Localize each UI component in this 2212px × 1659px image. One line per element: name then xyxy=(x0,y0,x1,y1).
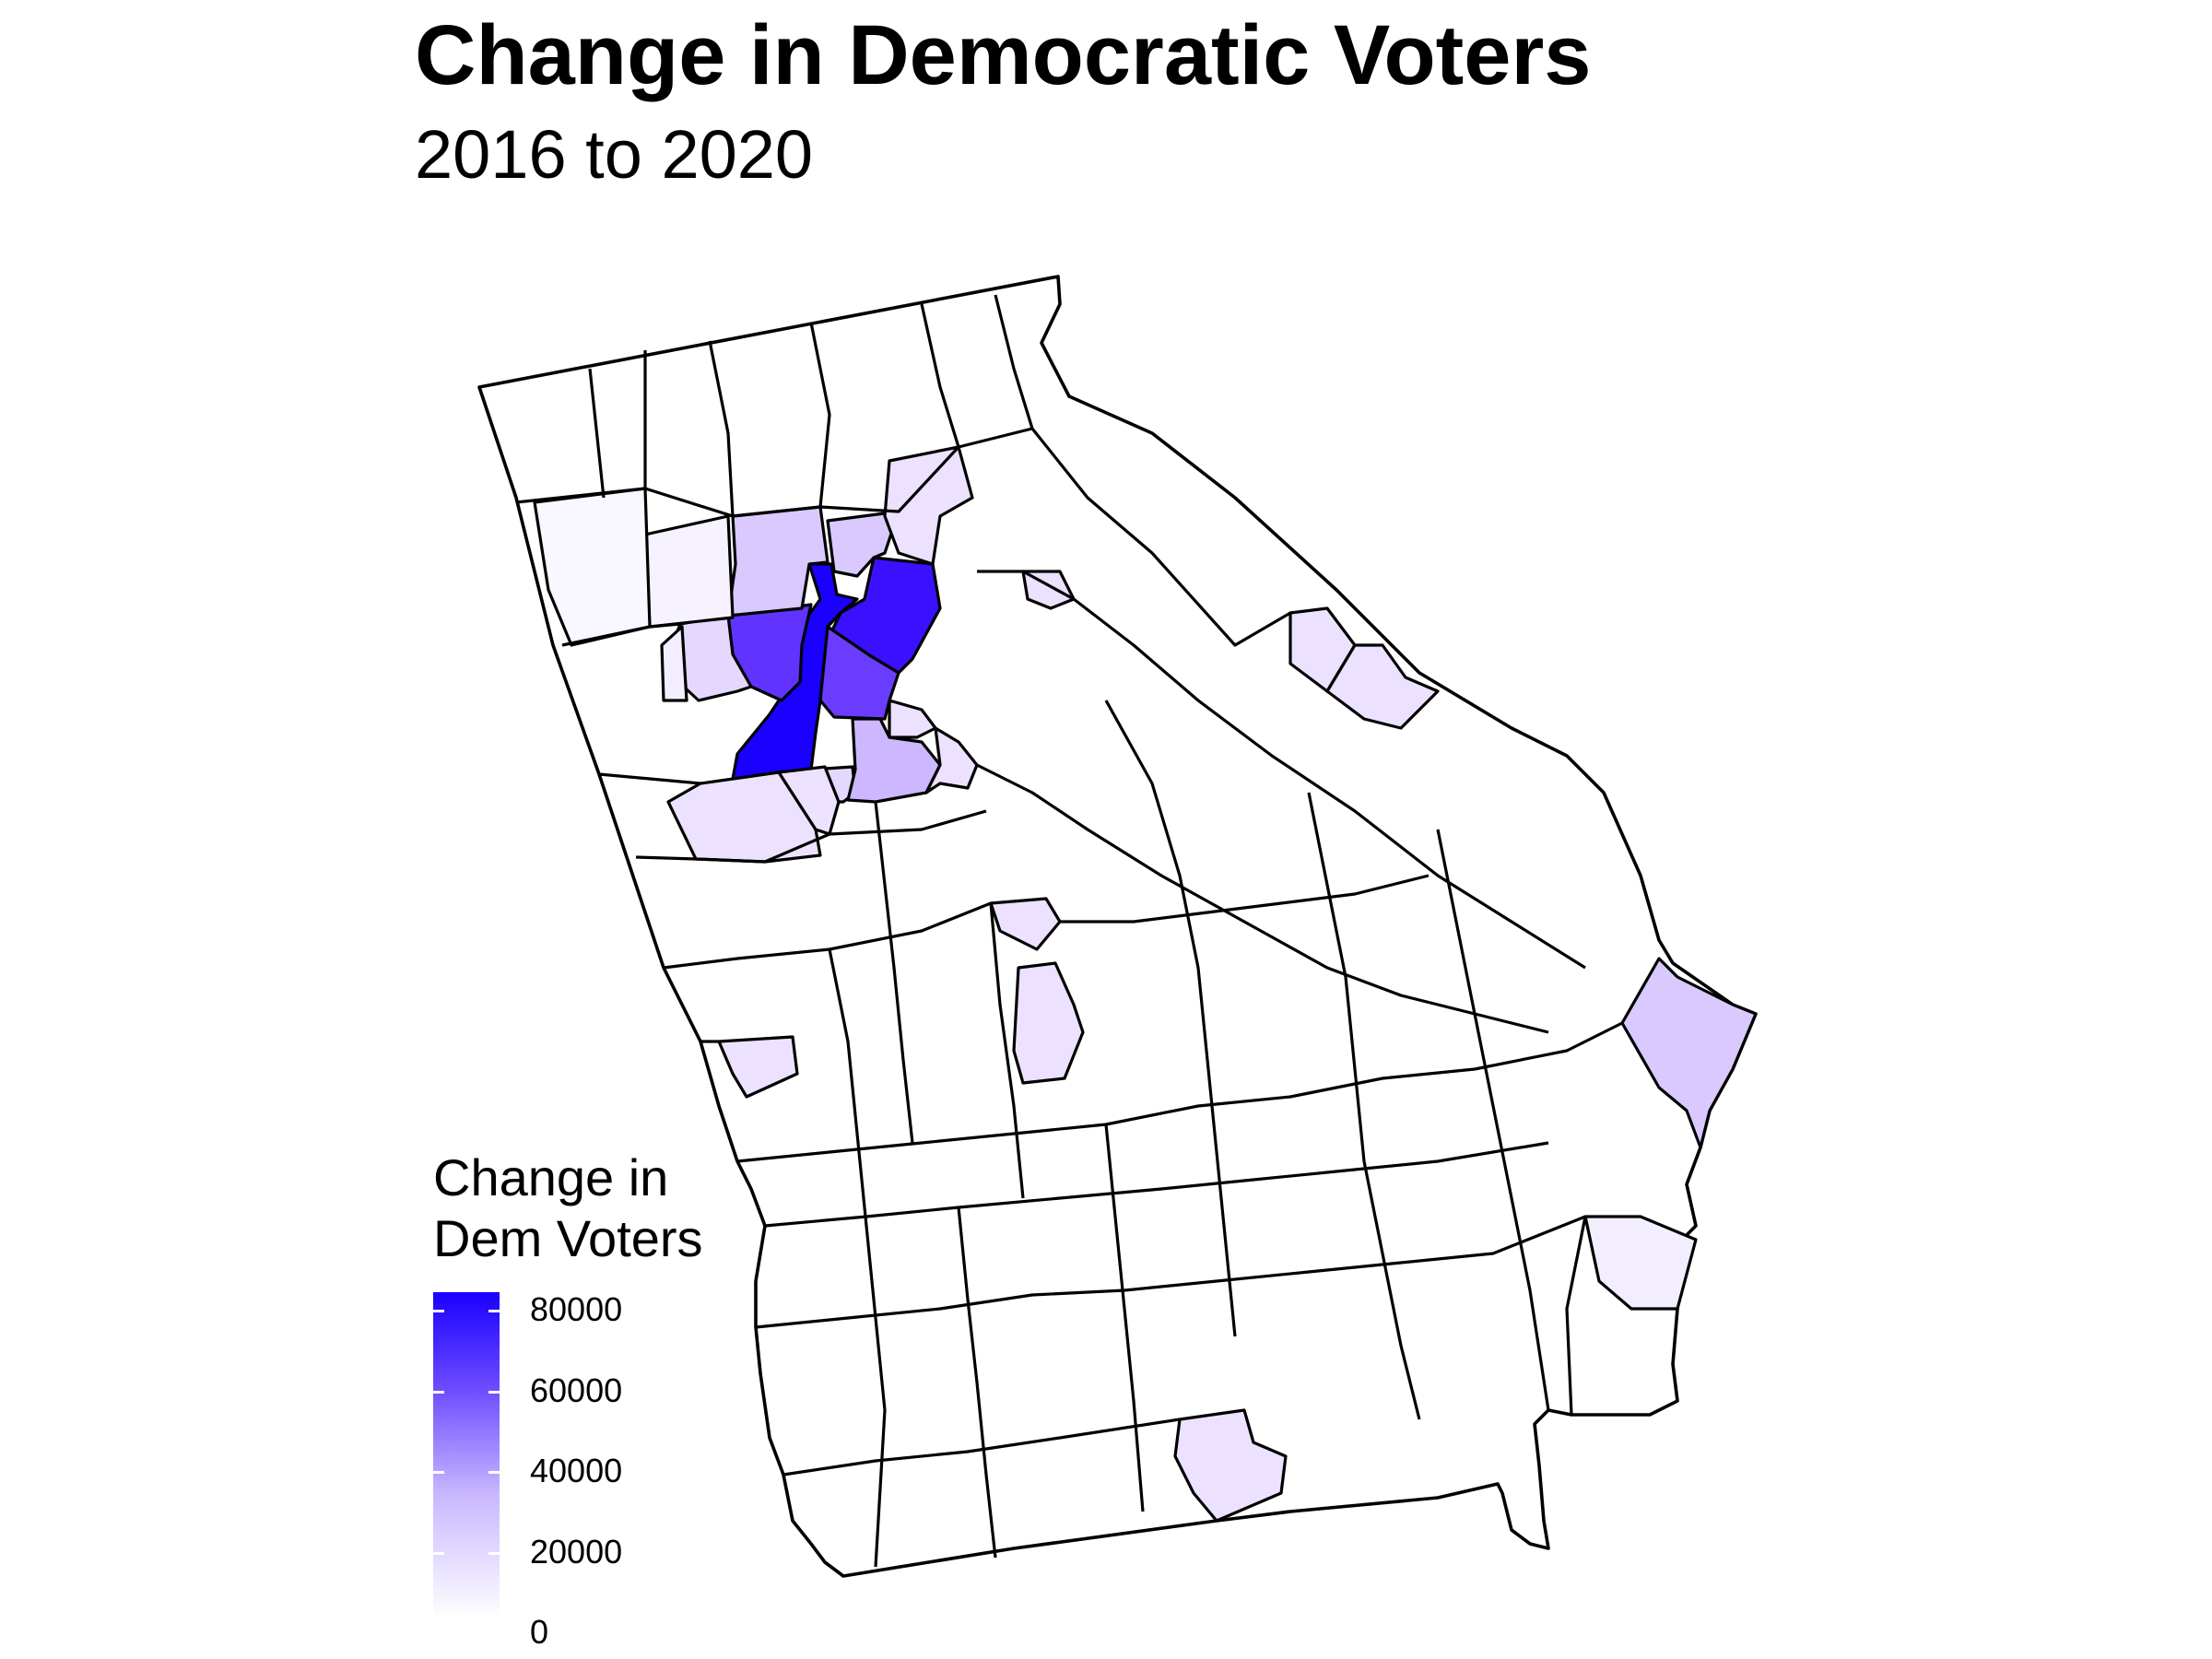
legend-title-line1: Change in xyxy=(433,1148,669,1206)
county-bartow xyxy=(643,514,735,629)
legend-tick-mark xyxy=(488,1310,500,1312)
county-hall xyxy=(883,445,974,566)
county-newton xyxy=(924,726,979,794)
county-boundaries xyxy=(515,294,1623,1568)
legend-tick-mark xyxy=(433,1310,444,1312)
county-muscogee xyxy=(717,1035,799,1099)
legend-tick-label: 80000 xyxy=(530,1290,623,1328)
legend-tick-mark xyxy=(488,1471,500,1474)
legend-title: Change in Dem Voters xyxy=(433,1147,703,1269)
legend-tick-label: 0 xyxy=(530,1613,549,1651)
legend-tick-mark xyxy=(433,1471,444,1474)
county-lowndes xyxy=(1173,1408,1288,1523)
county-richmond xyxy=(1325,643,1440,730)
county-fayette xyxy=(777,765,841,836)
county-paulding xyxy=(660,625,688,702)
legend-tick-mark xyxy=(488,1552,500,1555)
county-dekalb xyxy=(818,625,900,721)
legend-tick-mark xyxy=(433,1552,444,1555)
legend-color-bar xyxy=(433,1292,500,1619)
legend: Change in Dem Voters 80000 60000 40000 2… xyxy=(433,1147,703,1651)
county-bibb xyxy=(989,897,1062,951)
map-title: Change in Democratic Voters xyxy=(415,8,1592,102)
legend-tick-mark xyxy=(488,1391,500,1394)
county-rockdale xyxy=(888,699,937,739)
county-floyd xyxy=(533,487,652,647)
legend-tick-label: 40000 xyxy=(530,1452,623,1489)
county-cherokee xyxy=(726,505,830,618)
legend-title-line2: Dem Voters xyxy=(433,1209,703,1267)
county-glynn xyxy=(1583,1215,1698,1311)
state-outline xyxy=(477,275,1758,1578)
county-clarke xyxy=(1021,570,1076,610)
county-chatham xyxy=(1620,957,1758,1149)
legend-tick-mark xyxy=(433,1391,444,1394)
legend-tick-label: 60000 xyxy=(530,1371,623,1409)
legend-tick-label: 20000 xyxy=(530,1533,623,1571)
map-subtitle: 2016 to 2020 xyxy=(415,116,814,193)
county-houston xyxy=(1012,961,1085,1085)
